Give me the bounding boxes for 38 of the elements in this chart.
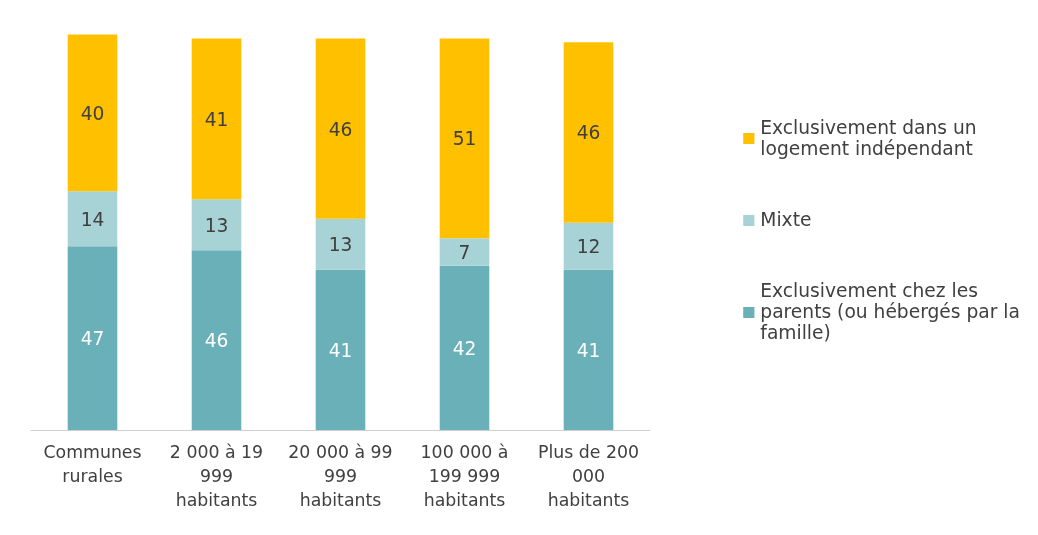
bar [563, 269, 614, 431]
legend-label: Mixte [760, 209, 812, 230]
bar [315, 269, 366, 431]
bar [439, 238, 490, 266]
data-label: 42 [452, 338, 477, 360]
data-label: 41 [328, 340, 353, 362]
bar [67, 191, 118, 247]
data-label: 14 [80, 208, 105, 230]
x-tick-label: 100 000 à 199 999 habitants [420, 441, 509, 510]
data-label: 12 [576, 236, 601, 258]
data-label: 40 [80, 102, 105, 124]
data-label: 13 [328, 234, 353, 256]
bar [315, 218, 366, 270]
legend-label: Exclusivement chez les parents (ou hébergés par la famille) [760, 280, 1020, 343]
data-label: 46 [328, 118, 353, 140]
data-label: 46 [576, 122, 601, 144]
bar [439, 265, 490, 431]
bar [191, 38, 242, 200]
legend-label: Exclusivement dans un logement indépendant [760, 117, 977, 159]
data-label: 41 [204, 108, 229, 130]
x-tick-label: 20 000 à 99 999 habitants [288, 441, 393, 510]
bar [563, 222, 614, 270]
x-tick-label: 2 000 à 19 999 habitants [169, 441, 264, 510]
data-label: 47 [80, 328, 105, 350]
data-label: 51 [452, 128, 477, 150]
data-label: 41 [576, 340, 601, 362]
bar [191, 250, 242, 431]
bar [191, 199, 242, 251]
bar [439, 38, 490, 239]
data-label: 46 [204, 330, 229, 352]
x-tick-label: Communes rurales [43, 441, 142, 486]
bar [67, 246, 118, 431]
bar [315, 38, 366, 219]
bar [563, 42, 614, 223]
x-tick-label: Plus de 200 000 habitants [537, 441, 640, 510]
bar [67, 34, 118, 192]
data-label: 7 [458, 242, 471, 264]
data-label: 13 [204, 214, 229, 236]
